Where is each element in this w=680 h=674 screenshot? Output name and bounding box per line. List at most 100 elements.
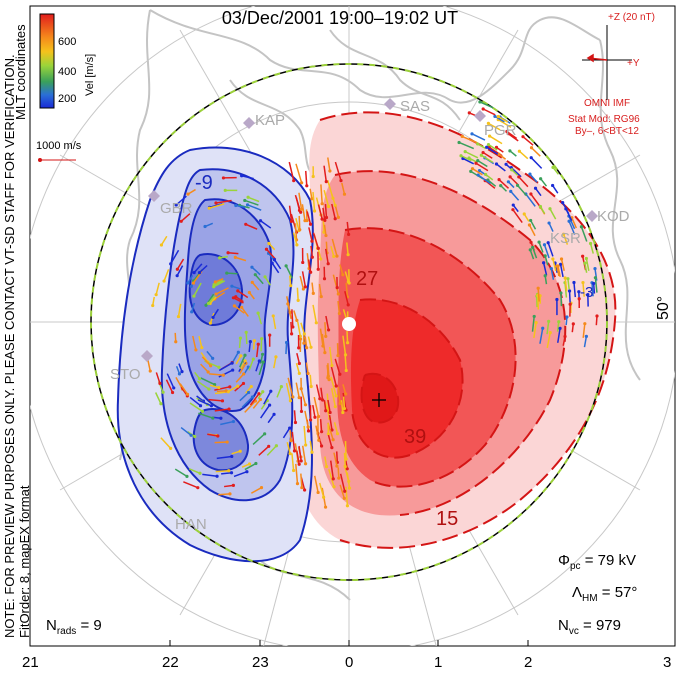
velocity-vector (216, 455, 232, 460)
velocity-vector (326, 180, 334, 199)
velocity-vector-origin (345, 341, 350, 345)
velocity-vector-origin (198, 404, 203, 408)
velocity-vector-origin (284, 340, 289, 345)
velocity-vector-origin (317, 438, 321, 442)
velocity-vector (239, 391, 250, 402)
velocity-vector-origin (593, 276, 598, 280)
velocity-vector-origin (250, 265, 254, 269)
velocity-vector (198, 412, 214, 419)
velocity-vector-origin (252, 339, 256, 343)
velocity-vector (323, 224, 327, 236)
velocity-vector-origin (346, 253, 350, 257)
velocity-vector-origin (338, 372, 342, 376)
velocity-vector (291, 309, 294, 328)
velocity-vector-origin (303, 403, 308, 407)
velocity-vector (529, 220, 537, 230)
velocity-vector (487, 179, 497, 187)
mlt-tick-0: 0 (345, 654, 354, 671)
velocity-vector-origin (289, 219, 294, 224)
velocity-vector (475, 162, 489, 172)
velocity-vector (252, 433, 266, 445)
contour-label-neg3: -3 (580, 284, 594, 301)
velocity-vector (304, 170, 308, 186)
velocity-vector (337, 467, 340, 479)
velocity-vector-origin (563, 276, 567, 280)
colorbar-tick-600: 600 (58, 36, 77, 48)
velocity-vector (207, 433, 218, 437)
velocity-vector (339, 484, 346, 499)
velocity-vector (592, 283, 596, 294)
velocity-vector-origin (537, 240, 541, 244)
velocity-vector (319, 328, 324, 347)
velocity-vector (226, 385, 239, 393)
velocity-vector-origin (345, 504, 350, 508)
velocity-vector-origin (584, 334, 588, 338)
velocity-vector-origin (555, 297, 559, 302)
velocity-vector-origin (268, 333, 272, 337)
velocity-vector-origin (172, 386, 176, 390)
velocity-vector (215, 199, 232, 204)
velocity-vector-origin (494, 145, 499, 149)
velocity-vector (324, 248, 329, 264)
velocity-vector-origin (321, 398, 325, 402)
velocity-vector-origin (263, 275, 267, 279)
velocity-vector (276, 386, 283, 398)
velocity-vector-origin (297, 346, 301, 350)
velocity-vector (547, 242, 554, 257)
velocity-vector (200, 377, 215, 386)
velocity-vector-origin (193, 434, 197, 439)
velocity-vector-origin (314, 321, 318, 325)
velocity-vector (330, 388, 337, 407)
velocity-vector-origin (216, 434, 220, 438)
velocity-vector-origin (231, 368, 235, 372)
velocity-vector-origin (457, 140, 461, 145)
velocity-vector-origin (230, 284, 234, 288)
velocity-vector-origin (148, 369, 152, 373)
velocity-vector-origin (505, 129, 509, 134)
velocity-vector-origin (320, 217, 324, 221)
velocity-vector (215, 470, 229, 473)
velocity-vector-origin (214, 292, 218, 296)
velocity-vector (233, 470, 248, 478)
velocity-vector-origin (330, 363, 334, 368)
velocity-vector (260, 400, 268, 410)
velocity-vector (285, 382, 292, 401)
velocity-vector (328, 414, 333, 431)
velocity-vector-origin (313, 415, 317, 419)
latitude-label: 50° (655, 295, 672, 320)
velocity-vector-origin (320, 430, 324, 434)
velocity-vector (333, 422, 339, 434)
velocity-vector (235, 256, 247, 262)
velocity-vector (345, 282, 349, 298)
velocity-vector (297, 321, 302, 337)
velocity-vector-origin (319, 257, 323, 261)
velocity-vector-origin (308, 418, 313, 422)
velocity-vector (556, 265, 560, 277)
velocity-vector (337, 386, 341, 404)
velocity-vector (237, 290, 249, 299)
velocity-vector (533, 322, 537, 339)
velocity-vector (471, 133, 486, 141)
velocity-vector (245, 223, 258, 230)
velocity-vector (301, 445, 307, 464)
velocity-vector (201, 356, 212, 367)
velocity-vector-origin (189, 284, 193, 289)
velocity-vector (233, 305, 245, 314)
velocity-vector (218, 369, 234, 378)
velocity-vector (176, 258, 185, 270)
velocity-vector (346, 472, 351, 489)
velocity-vector-origin (318, 397, 322, 401)
velocity-vector-origin (534, 321, 538, 325)
velocity-vector-origin (246, 365, 250, 369)
velocity-vector-origin (475, 142, 480, 146)
velocity-vector-origin (326, 432, 330, 436)
velocity-vector-origin (300, 181, 304, 185)
velocity-vector-origin (551, 183, 555, 188)
velocity-vector (160, 235, 168, 246)
velocity-vector (273, 259, 282, 270)
velocity-vector (323, 165, 328, 182)
velocity-vector (306, 211, 312, 225)
velocity-vector-origin (279, 384, 283, 389)
velocity-vector-origin (549, 267, 553, 271)
velocity-vector (498, 179, 510, 189)
